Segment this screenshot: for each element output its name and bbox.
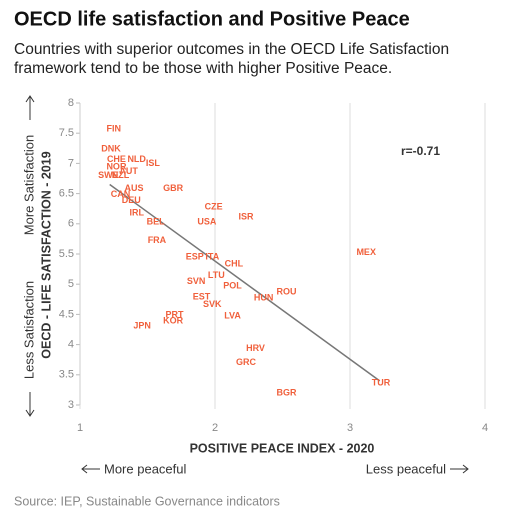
country-point: JPN [133,320,151,330]
arrow-left [81,464,100,474]
country-point: CHE [107,154,126,164]
y-tick-label: 5.5 [59,248,74,260]
country-point: CHL [225,259,244,269]
country-point: AUT [119,166,138,176]
y-tick-label: 4.5 [59,308,74,320]
country-point: ISL [146,158,161,168]
country-point: ESP [186,251,204,261]
country-point: FRA [148,235,167,245]
chart-subtitle: Countries with superior outcomes in the … [14,41,450,77]
y-bottom-note: Less Satisfaction [21,281,36,379]
subtitle-box: Countries with superior outcomes in the … [14,41,450,77]
x-tick-label: 4 [482,422,488,434]
country-point: BGR [277,387,298,397]
country-point: LTU [208,270,225,280]
country-point: NLD [127,154,146,164]
y-tick-label: 3.5 [59,369,74,381]
country-point: PRT [166,309,185,319]
y-tick-label: 6.5 [59,188,74,200]
country-point: HUN [254,292,274,302]
country-point: LVA [224,311,241,321]
country-point: SVK [203,299,222,309]
source-note: Source: IEP, Sustainable Governance indi… [14,494,280,508]
country-point: GBR [163,183,184,193]
y-tick-label: 7 [68,157,74,169]
trend-line [109,183,381,382]
y-axis-label: OECD - LIFE SATISFACTION - 2019 [39,151,53,358]
y-tick-label: 6 [68,218,74,230]
country-point: DNK [101,143,121,153]
country-point: NOR [106,161,127,171]
chart-title: OECD life satisfaction and Positive Peac… [14,8,410,30]
country-point: NZL [112,170,130,180]
y-top-note: More Satisfaction [21,135,36,235]
country-point: ITA [205,251,219,261]
country-point: USA [197,216,217,226]
arrow-up [25,95,35,120]
x-right-note: Less peaceful [366,461,446,476]
correlation-note: r=-0.71 [401,144,440,158]
country-point: EST [193,291,211,301]
country-point: GRC [236,357,257,367]
country-point: FIN [107,123,122,133]
x-tick-label: 2 [212,422,218,434]
x-tick-label: 1 [77,422,83,434]
country-point: ROU [277,286,297,296]
country-point: ISR [239,212,255,222]
country-point: CAN [111,189,131,199]
arrow-right [450,464,469,474]
country-point: HRV [246,343,265,353]
country-point: KOR [163,315,184,325]
y-tick-label: 7.5 [59,127,74,139]
y-tick-label: 3 [68,399,74,411]
x-tick-label: 3 [347,422,353,434]
country-point: MEX [356,247,376,257]
y-tick-label: 5 [68,278,74,290]
country-point: CZE [205,201,223,211]
x-left-note: More peaceful [104,461,186,476]
y-tick-label: 4 [68,339,74,351]
country-point: DEU [122,195,141,205]
y-tick-label: 8 [68,97,74,109]
country-point: TUR [372,378,391,388]
arrow-down [25,392,35,417]
country-point: AUS [124,183,143,193]
country-point: POL [223,280,242,290]
x-axis-label: POSITIVE PEACE INDEX - 2020 [190,441,375,455]
country-point: IRL [129,207,144,217]
country-point: BEL [147,216,166,226]
country-point: SVN [187,276,206,286]
country-point: SWE [98,170,119,180]
